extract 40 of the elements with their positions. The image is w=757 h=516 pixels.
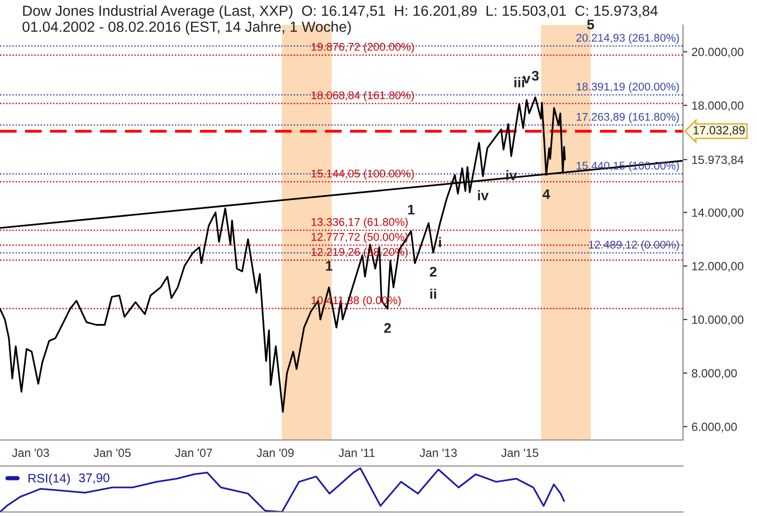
y-tick-label: 6.000,00 bbox=[692, 422, 737, 432]
legend-label: RSI(14) bbox=[28, 474, 70, 486]
x-tick-label: Jan '13 bbox=[420, 448, 457, 458]
annotation: 1 bbox=[326, 261, 332, 271]
x-tick-label: Jan '09 bbox=[256, 448, 294, 458]
ref-line-label: 17.263,89 (161.80%) bbox=[576, 112, 679, 123]
y-tick-label: 15.973,84 bbox=[692, 156, 744, 166]
annotation: iv bbox=[478, 190, 489, 200]
chart-subtitle: 01.04.2002 - 08.02.2016 (EST, 14 Jahre, 1 Woche) bbox=[22, 21, 351, 35]
x-tick-label: Jan '15 bbox=[501, 448, 538, 458]
y-tick-label: 10.000,00 bbox=[692, 316, 744, 326]
annotation: 2 bbox=[384, 323, 391, 333]
annotation: v bbox=[522, 76, 530, 84]
annotation: 2 bbox=[430, 266, 436, 277]
ref-line-label: 12.489,12 (0.00%) bbox=[589, 240, 679, 251]
y-tick-label: 14.000,00 bbox=[692, 208, 744, 218]
ref-line-label: 18.391,19 (200.00%) bbox=[576, 82, 679, 93]
x-tick-label: Jan '07 bbox=[175, 448, 212, 458]
annotation: 1 bbox=[408, 204, 415, 214]
y-tick-label: 20.000,00 bbox=[692, 48, 744, 58]
annotation: i bbox=[439, 237, 441, 248]
ref-line-label: 13.336,17 (61.80%) bbox=[312, 218, 408, 228]
y-tick-label: 12.000,00 bbox=[692, 262, 744, 272]
annotation: 37,90 bbox=[79, 473, 110, 484]
ref-line-label: 18.068,84 (161.80%) bbox=[312, 91, 414, 102]
annotation: ii bbox=[430, 288, 436, 299]
y-tick-label: 8.000,00 bbox=[692, 369, 737, 379]
ref-line-label: 15.144,05 (100.00%) bbox=[312, 169, 414, 180]
annotation: 3 bbox=[532, 70, 539, 81]
chart-title: Dow Jones Industrial Average (Last, XXP) O: 16.147,51 H: 16.201,89 L: 15.503,01 C: 15.973,84 bbox=[23, 5, 658, 19]
y-tick-label: 18.000,00 bbox=[692, 101, 744, 112]
ref-line-label: 19.876,72 (200.00%) bbox=[312, 42, 414, 53]
ref-line-label: 20.214,93 (261.80%) bbox=[576, 34, 679, 44]
annotation: 4 bbox=[542, 189, 550, 199]
x-tick-label: Jan '11 bbox=[338, 448, 375, 458]
ref-line-label: 17.032,89 bbox=[694, 126, 745, 136]
annotation: iii bbox=[514, 77, 524, 88]
x-tick-label: Jan '05 bbox=[94, 448, 131, 458]
annotation: 5 bbox=[587, 20, 594, 30]
x-tick-label: Jan '03 bbox=[12, 448, 50, 458]
